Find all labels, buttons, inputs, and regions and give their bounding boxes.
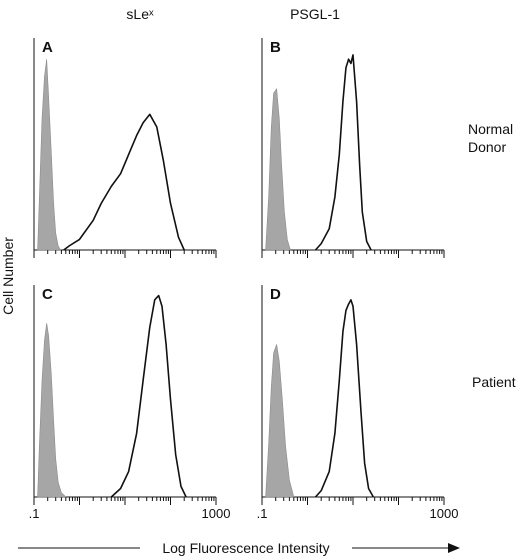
panel-d: D [261, 285, 445, 505]
tick-label-b-left: .1 [257, 506, 268, 521]
histogram-stain-line [314, 54, 372, 251]
y-axis-title: Cell Number [0, 237, 16, 315]
histogram-control-area [37, 59, 61, 251]
row-label-donor: Donor [468, 139, 506, 155]
panel-b: B [261, 38, 445, 258]
x-axis-title: Log Fluorescence Intensity [162, 540, 329, 556]
histogram-control-area [37, 323, 67, 498]
panel-letter: C [42, 286, 53, 303]
histogram-stain-line [63, 113, 185, 251]
x-axis-ticks [33, 497, 217, 505]
tick-label-b-right: 1000 [430, 506, 459, 521]
histogram-control-area [265, 344, 295, 498]
histogram-stain-line [314, 299, 375, 498]
panel-letter: D [270, 286, 281, 303]
histogram-control-area [265, 88, 291, 251]
column-title-psgl1: PSGL-1 [290, 6, 340, 22]
tick-label-a-right: 1000 [202, 506, 231, 521]
panel-letter: B [270, 39, 281, 56]
x-axis-arrowhead-icon [448, 543, 460, 553]
tick-label-a-left: .1 [29, 506, 40, 521]
column-title-slex: sLeˣ [126, 6, 154, 22]
panel-c: C [33, 285, 217, 505]
x-axis-ticks [261, 250, 445, 258]
histogram-stain-line [110, 294, 187, 498]
panel-a: A [33, 38, 217, 258]
panel-letter: A [42, 39, 53, 56]
x-axis-ticks [261, 497, 445, 505]
row-label-patient: Patient [472, 374, 516, 390]
x-axis-ticks [33, 250, 217, 258]
row-label-normal: Normal [468, 121, 513, 137]
